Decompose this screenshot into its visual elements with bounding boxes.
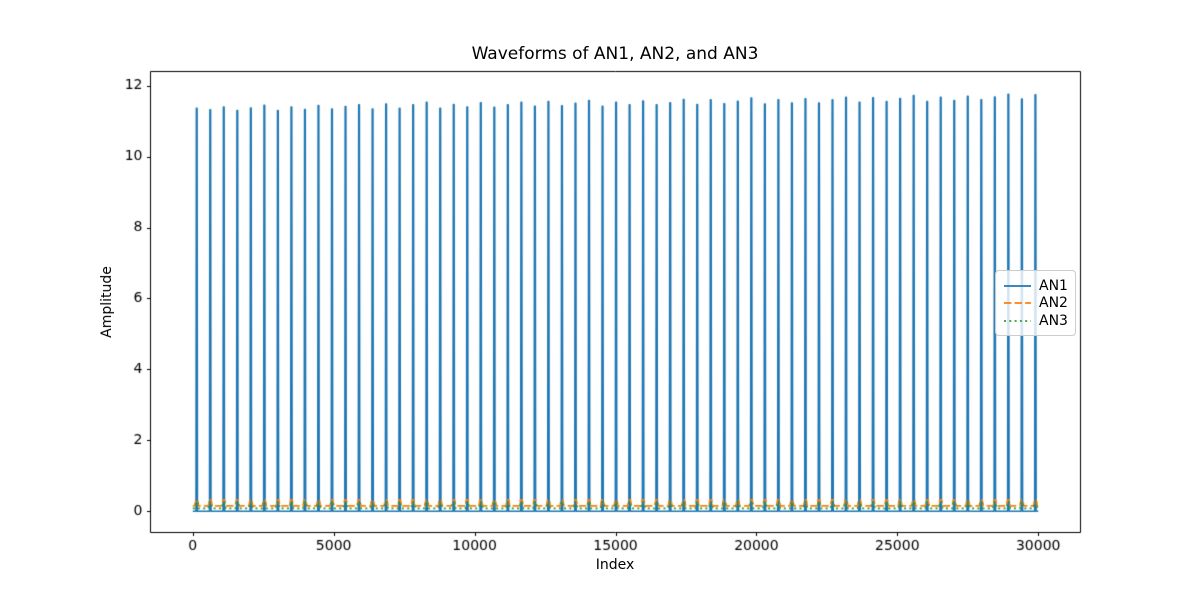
legend-label: AN3 bbox=[1039, 312, 1068, 329]
chart-title: Waveforms of AN1, AN2, and AN3 bbox=[471, 44, 759, 64]
legend: AN1 AN2 AN3 bbox=[995, 270, 1076, 336]
solid-line-sample-icon bbox=[1004, 284, 1031, 287]
x-axis-label: Index bbox=[595, 557, 635, 573]
dashed-line-sample-icon bbox=[1004, 302, 1031, 304]
legend-label: AN2 bbox=[1039, 295, 1068, 311]
legend-label: AN1 bbox=[1039, 277, 1068, 294]
legend-entry-an3: AN3 bbox=[1004, 312, 1068, 329]
y-axis-label: Amplitude bbox=[99, 266, 115, 338]
legend-entry-an2: AN2 bbox=[1004, 295, 1068, 312]
legend-entry-an1: AN1 bbox=[1004, 277, 1068, 294]
dotted-line-sample-icon bbox=[1004, 319, 1031, 322]
